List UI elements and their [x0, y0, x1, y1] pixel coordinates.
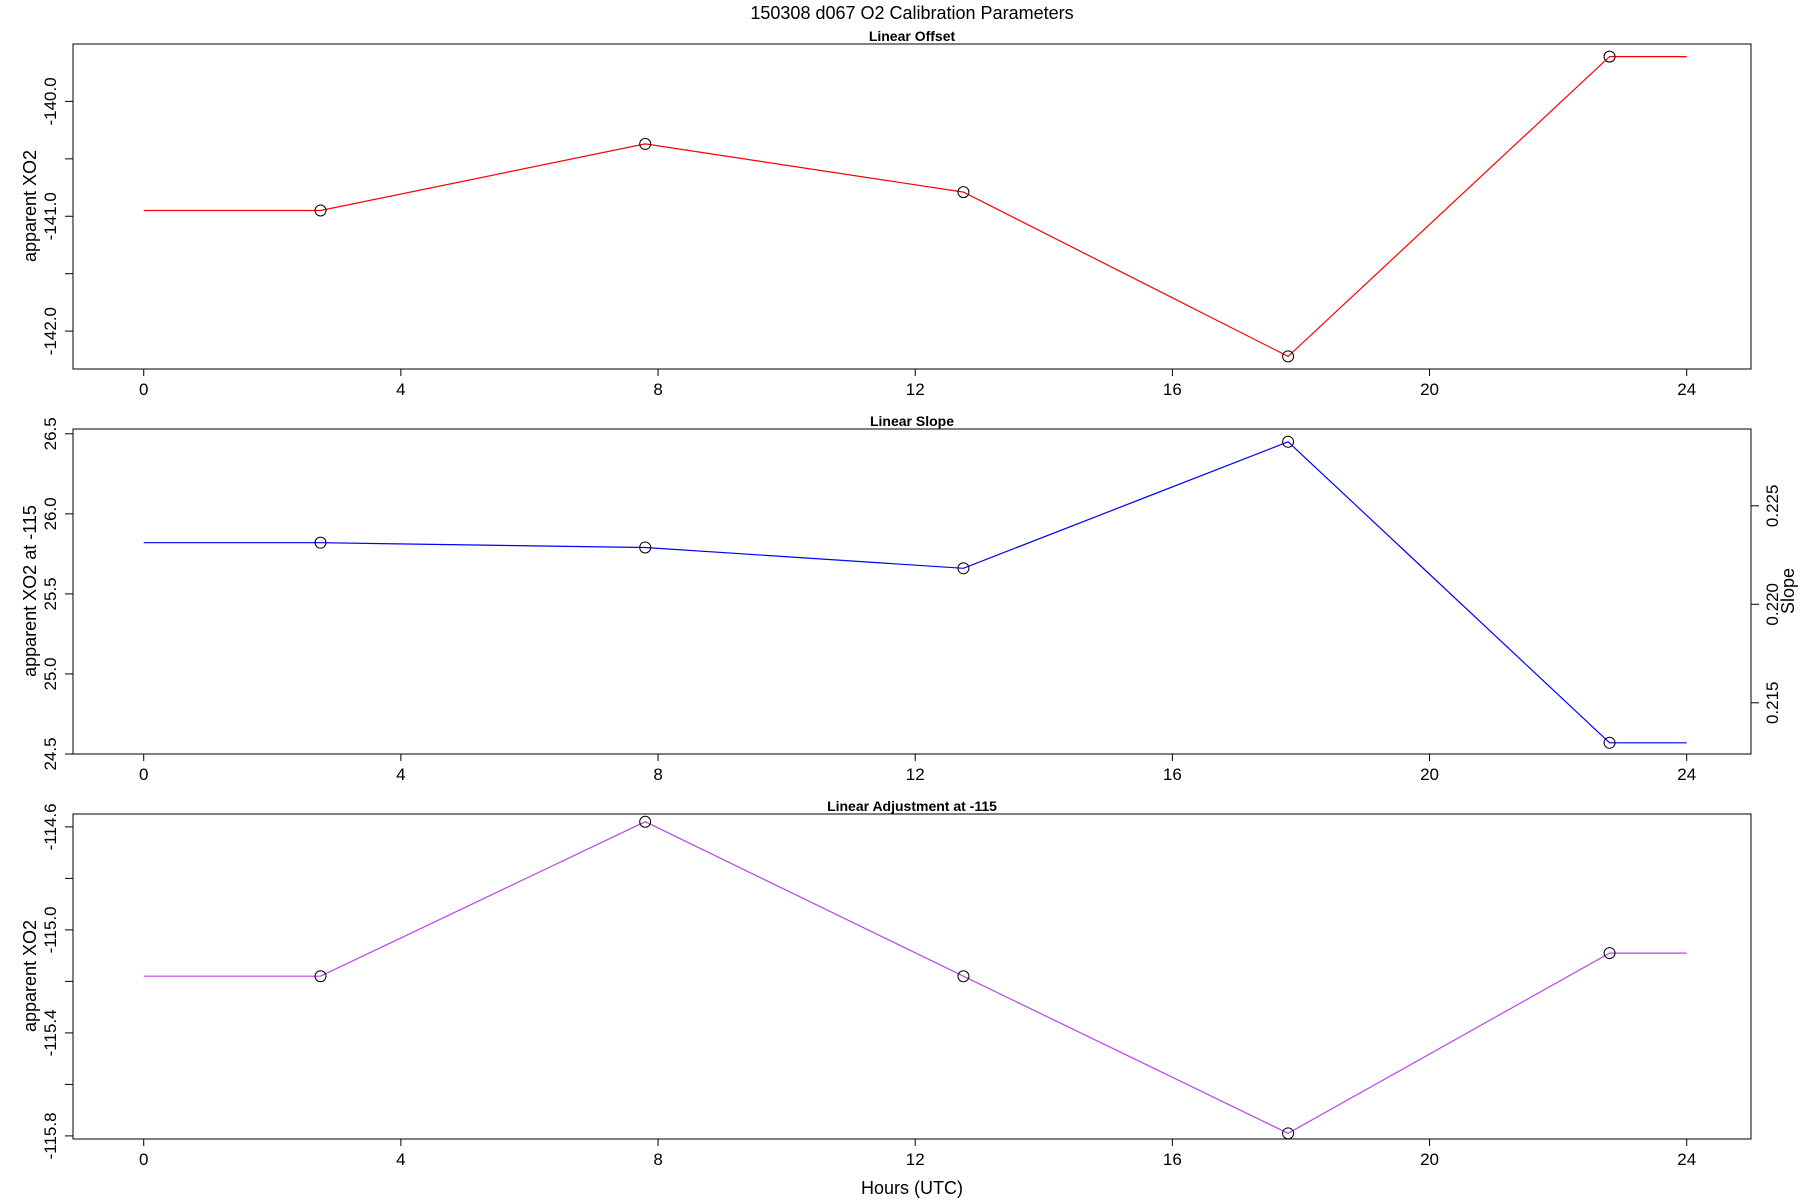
data-point [1603, 50, 1616, 63]
data-point [314, 204, 327, 217]
x-tick-label: 20 [1420, 765, 1439, 784]
panel-title: Linear Adjustment at -115 [827, 798, 997, 814]
y2-tick-label: 0.220 [1763, 583, 1782, 626]
x-tick-label: 8 [653, 1150, 662, 1169]
data-point [1282, 1127, 1295, 1140]
x-tick-label: 20 [1420, 380, 1439, 399]
y-tick-label: -142.0 [41, 307, 60, 355]
x-tick-label: 4 [396, 765, 405, 784]
data-point [314, 970, 327, 983]
x-tick-label: 16 [1163, 1150, 1182, 1169]
x-tick-label: 24 [1677, 765, 1696, 784]
data-point [639, 815, 652, 828]
y2-axis-label: Slope [1778, 568, 1798, 614]
y-tick-label: -115.0 [41, 906, 60, 953]
x-tick-label: 4 [396, 1150, 405, 1169]
y-tick-label: 26.5 [41, 417, 60, 450]
y-axis-label: apparent XO2 at -115 [20, 505, 40, 677]
data-point [639, 137, 652, 150]
data-point [314, 536, 327, 549]
series-line [143, 55, 1687, 358]
panel-linear-adjustment: Linear Adjustment at -115 apparent XO2 0… [20, 798, 1752, 1169]
y2-tick-label: 0.225 [1763, 485, 1782, 528]
series-line [143, 821, 1687, 1134]
y-tick-label: 25.5 [41, 577, 60, 610]
x-tick-label: 24 [1677, 380, 1696, 399]
x-tick-label: 24 [1677, 1150, 1696, 1169]
x-tick-label: 4 [396, 380, 405, 399]
x-tick-label: 12 [906, 765, 925, 784]
y-tick-label: 25.0 [41, 657, 60, 690]
x-tick-label: 16 [1163, 380, 1182, 399]
y-tick-label: 24.5 [41, 737, 60, 770]
series-line [143, 441, 1687, 744]
x-tick-label: 16 [1163, 765, 1182, 784]
figure-title: 150308 d067 O2 Calibration Parameters [750, 3, 1073, 23]
x-tick-label: 12 [906, 380, 925, 399]
x-tick-label: 0 [139, 765, 148, 784]
x-tick-label: 8 [653, 380, 662, 399]
y-tick-label: -114.6 [41, 803, 60, 850]
y-axis-label: apparent XO2 [20, 920, 40, 1032]
panel-title: Linear Offset [869, 28, 956, 44]
y-axis-label: apparent XO2 [20, 150, 40, 262]
x-axis-label: Hours (UTC) [861, 1178, 963, 1198]
data-point [957, 970, 970, 983]
x-tick-label: 8 [653, 765, 662, 784]
y2-tick-label: 0.215 [1763, 682, 1782, 725]
data-point [1603, 947, 1616, 960]
panel-title: Linear Slope [870, 413, 954, 429]
data-point [957, 562, 970, 575]
plot-frame [72, 428, 1752, 755]
plot-frame [72, 813, 1752, 1140]
x-tick-label: 20 [1420, 1150, 1439, 1169]
y-tick-label: 26.0 [41, 497, 60, 530]
y-tick-label: -115.8 [41, 1112, 60, 1159]
y-tick-label: -115.4 [41, 1009, 60, 1056]
panel-linear-slope: Linear Slope apparent XO2 at -115 Slope … [20, 413, 1798, 784]
y-tick-label: -141.0 [41, 192, 60, 240]
y-tick-label: -140.0 [41, 77, 60, 125]
data-point [957, 186, 970, 199]
x-tick-label: 12 [906, 1150, 925, 1169]
data-point [1282, 350, 1295, 363]
panel-linear-offset: Linear Offset apparent XO2 0 4 8 12 16 20 24 -1… [20, 28, 1752, 399]
data-point [1282, 435, 1295, 448]
x-tick-label: 0 [139, 380, 148, 399]
data-point [639, 541, 652, 554]
data-point [1603, 736, 1616, 749]
x-tick-label: 0 [139, 1150, 148, 1169]
